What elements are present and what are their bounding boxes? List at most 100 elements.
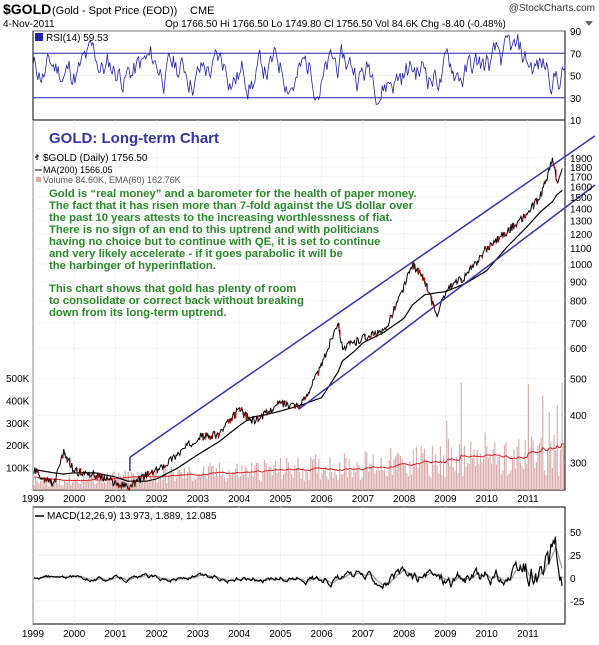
macd-label: MACD(12,26,9) 13.973, 1.889, 12.085 — [47, 511, 217, 522]
legend-volume: Volume 84.60K, EMA(60) 162.76K — [43, 175, 181, 185]
year-label: 2009 — [434, 494, 457, 505]
macd-year-label: 2000 — [63, 629, 86, 640]
year-label: 2007 — [352, 494, 375, 505]
header-description: (Gold - Spot Price (EOD)) — [52, 5, 177, 17]
macd-year-label: 2006 — [311, 629, 334, 640]
annotation-line: the past 10 years attests to the increas… — [49, 212, 392, 224]
year-label: 2008 — [393, 494, 416, 505]
macd-year-label: 2008 — [393, 629, 416, 640]
annotation-line: down from its long-term uptrend. — [49, 307, 227, 319]
year-label: 2006 — [311, 494, 334, 505]
year-label: 1999 — [22, 494, 45, 505]
year-label: 2002 — [146, 494, 169, 505]
rsi-tick-label: 30 — [570, 94, 582, 105]
macd-line — [33, 536, 563, 590]
macd-year-label: 2011 — [517, 629, 539, 640]
macd-ticks: 50 25 0 -25 — [570, 528, 585, 608]
price-tick-label: 400 — [570, 411, 587, 422]
macd-frame — [32, 506, 566, 625]
volume-tick-label: 100K — [6, 464, 30, 475]
rsi-line — [32, 34, 566, 105]
year-label: 2004 — [228, 494, 251, 505]
annotation-line: having no choice but to continue with QE… — [49, 236, 380, 248]
year-label: 2000 — [63, 494, 86, 505]
year-label: 2003 — [187, 494, 210, 505]
header-exchange: CME — [190, 5, 214, 17]
macd-tick-label: -25 — [570, 597, 585, 608]
annotation-line: to consolidate or correct back without b… — [49, 295, 304, 307]
rsi-tick-label: 70 — [570, 49, 582, 60]
price-tick-label: 1000 — [570, 260, 593, 271]
macd-tick-label: 50 — [570, 528, 582, 539]
macd-year-label: 2010 — [476, 629, 499, 640]
rsi-label: RSI(14) 59.53 — [46, 33, 109, 44]
price-tick-label: 600 — [570, 344, 587, 355]
macd-year-labels: 1999 2000 2001 2002 2003 2004 2005 2006 2007 2008… — [22, 629, 539, 640]
year-label: 2001 — [104, 494, 127, 505]
price-tick-label: 800 — [570, 297, 587, 308]
price-tick-label: 1600 — [570, 182, 593, 193]
volume-tick-label: 200K — [6, 441, 30, 452]
price-tick-label: 1500 — [570, 193, 593, 204]
price-legend: $GOLD (Daily) 1756.50 MA(200) 1566.05 Vo… — [35, 153, 181, 185]
annotation-line: This chart shows that gold has plenty of… — [49, 283, 296, 295]
annotation-line: There is no sign of an end to this uptre… — [49, 224, 379, 236]
volume-ticks: 500K 400K 300K 200K 100K — [6, 374, 30, 475]
volume-tick-label: 300K — [6, 419, 30, 430]
price-tick-label: 900 — [570, 277, 587, 288]
rsi-legend-swatch — [35, 33, 43, 41]
price-grid — [32, 120, 565, 490]
price-tick-label: 700 — [570, 319, 587, 330]
channel-lower-line — [298, 184, 596, 410]
price-tick-label: 1800 — [570, 163, 593, 174]
header-symbol: $GOLD — [3, 1, 51, 17]
macd-year-label: 2002 — [146, 629, 169, 640]
rsi-panel: 90 70 50 30 10 RSI(14) 59.53 — [32, 27, 582, 127]
annotation-text: Gold is “real money” and a barometer for… — [49, 188, 417, 319]
annotation-line: and very likely accelerate - if it goes … — [49, 248, 343, 260]
legend-price: $GOLD (Daily) 1756.50 — [43, 153, 148, 164]
volume-legend-icon — [36, 177, 41, 182]
rsi-tick-label: 90 — [570, 27, 582, 38]
volume-tick-label: 500K — [6, 374, 30, 385]
macd-panel: 50 25 0 -25 MACD(12,26,9) 13.973, 1.889, 12… — [22, 506, 585, 640]
legend-ma: MA(200) 1566.05 — [43, 165, 113, 175]
macd-grid — [32, 507, 565, 624]
year-label: 2011 — [517, 494, 539, 505]
dropdown-arrow-icon[interactable] — [585, 21, 593, 26]
header-quote: Op 1766.50 Hi 1766.50 Lo 1749.80 Cl 1756… — [165, 19, 506, 30]
annotation-line: The fact that it has risen more than 7-f… — [49, 200, 414, 212]
price-tick-label: 1100 — [570, 244, 592, 255]
annotation-line: Gold is “real money” and a barometer for… — [49, 188, 417, 200]
price-tick-label: 1900 — [570, 154, 593, 165]
macd-year-label: 2009 — [434, 629, 457, 640]
price-tick-label: 1700 — [570, 172, 593, 183]
watermark: @StockCharts.com — [509, 3, 595, 14]
year-labels: 1999 2000 2001 2002 2003 2004 2005 2006 2007 2008… — [22, 494, 539, 505]
macd-year-label: 1999 — [22, 629, 45, 640]
price-tick-label: 1400 — [570, 204, 593, 215]
macd-year-label: 2007 — [352, 629, 375, 640]
macd-year-label: 2004 — [228, 629, 251, 640]
price-legend-icon — [35, 154, 39, 160]
rsi-levels — [33, 52, 565, 99]
macd-year-label: 2005 — [269, 629, 292, 640]
down-candles — [37, 162, 558, 491]
price-tick-label: 1200 — [570, 230, 593, 241]
volume-ema-line — [34, 443, 564, 482]
price-tick-label: 300 — [570, 459, 587, 470]
year-label: 2010 — [476, 494, 499, 505]
macd-year-label: 2003 — [187, 629, 210, 640]
channel-upper-line — [129, 135, 596, 458]
chart-title: GOLD: Long-term Chart — [49, 130, 219, 147]
volume-bars — [33, 382, 565, 490]
rsi-ticks: 90 70 50 30 10 — [570, 27, 582, 127]
macd-year-label: 2001 — [104, 629, 127, 640]
rsi-tick-label: 10 — [570, 116, 582, 127]
macd-tick-label: 0 — [570, 574, 576, 585]
price-tick-label: 500 — [570, 374, 587, 385]
price-tick-label: 1300 — [570, 217, 593, 228]
